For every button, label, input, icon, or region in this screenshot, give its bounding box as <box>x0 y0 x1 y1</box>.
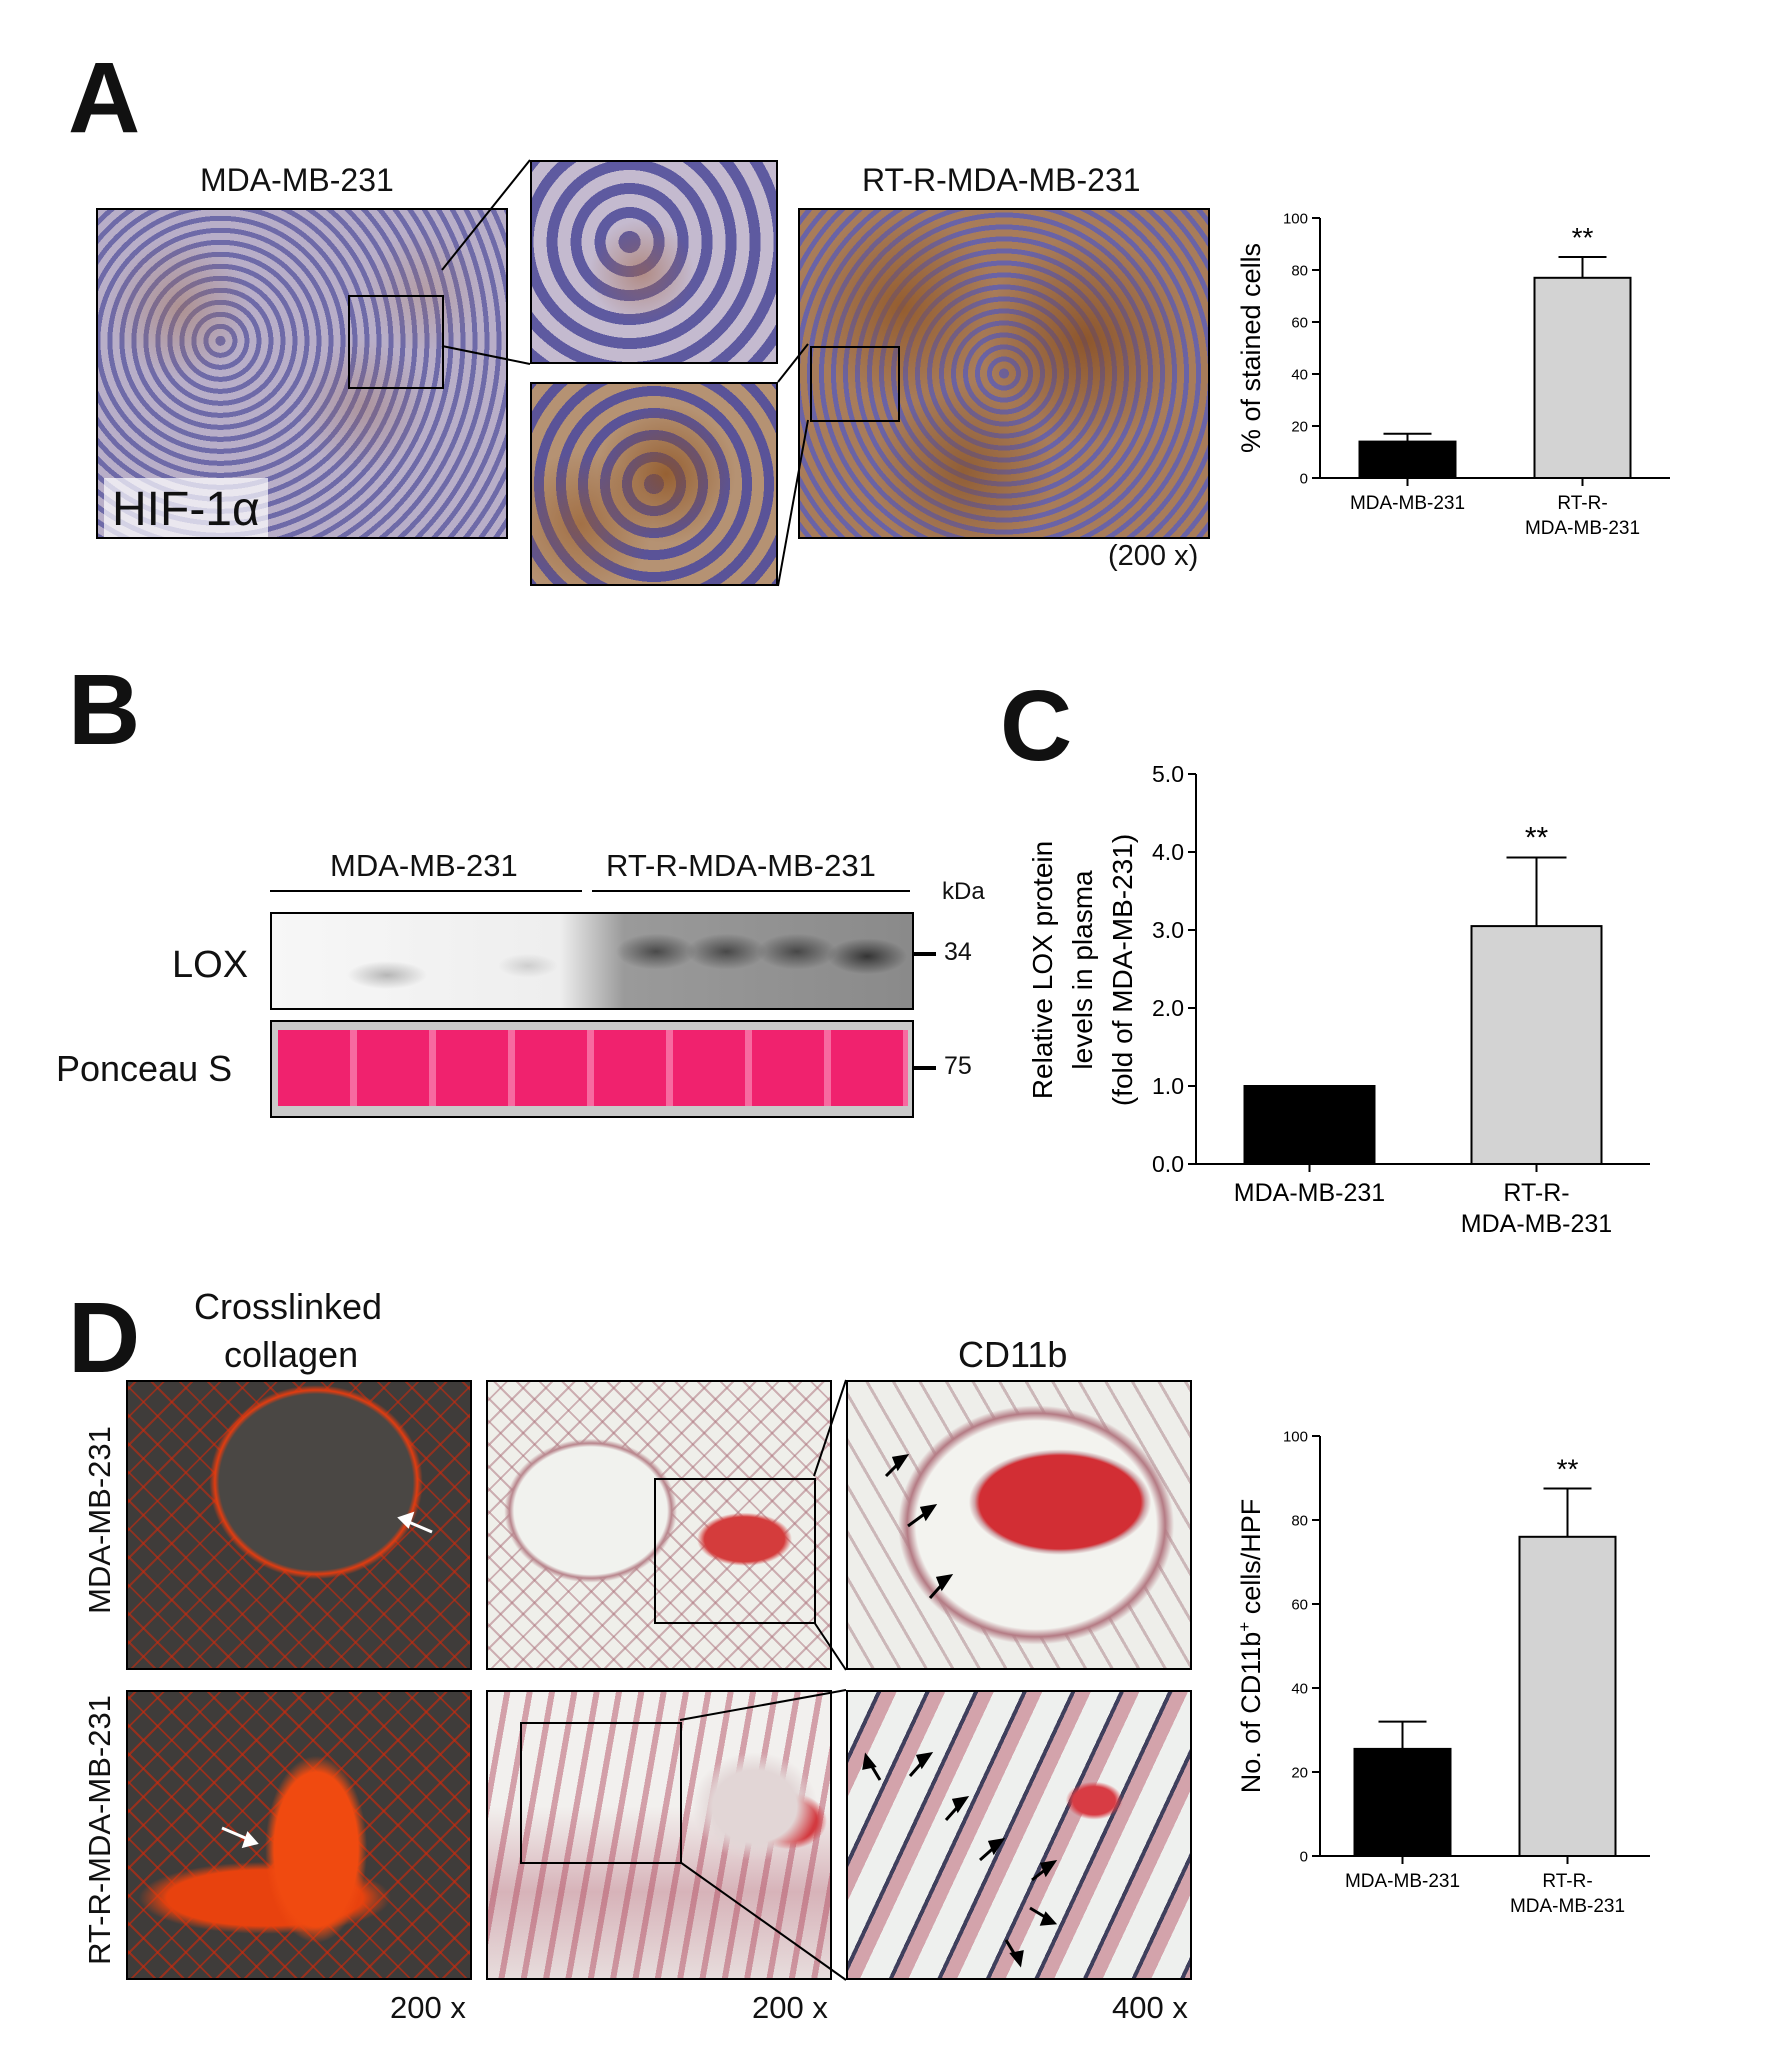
cd11b-image-mda-400x <box>846 1380 1192 1670</box>
bar <box>1353 1747 1452 1857</box>
panel-a-right-title: RT-R-MDA-MB-231 <box>862 162 1141 198</box>
y-tick-label: 1.0 <box>1152 1073 1184 1099</box>
y-axis-label: (fold of MDA-MB-231) <box>1107 834 1138 1106</box>
hif1a-micrograph-mda: HIF-1α <box>96 208 508 539</box>
bar <box>1243 1085 1376 1165</box>
collagen-image-rtr <box>126 1690 472 1980</box>
x-category-label: MDA-MB-231 <box>1525 518 1640 539</box>
zoom-box <box>520 1722 682 1864</box>
panel-d-connector-lines <box>221 1379 1058 1981</box>
panel-b-group2: RT-R-MDA-MB-231 <box>606 848 876 883</box>
panel-letter-d: D <box>68 1282 141 1394</box>
hif1a-micrograph-rtr <box>798 208 1210 539</box>
y-tick-label: 60 <box>1291 314 1308 331</box>
x-category-label: MDA-MB-231 <box>1345 1871 1460 1892</box>
panel-letter-c: C <box>1000 670 1073 782</box>
y-axis-label: levels in plasma <box>1067 870 1098 1070</box>
mag-col3: 400 x <box>1112 1990 1188 2025</box>
group2-underline <box>592 890 910 892</box>
ponceau-blot <box>270 1020 914 1118</box>
ponceau-row-label: Ponceau S <box>56 1048 233 1089</box>
zoom-box <box>654 1478 816 1624</box>
y-tick-label: 2.0 <box>1152 995 1184 1021</box>
y-tick-label: 0 <box>1300 1848 1308 1865</box>
panel-a-magnification: (200 x) <box>1108 540 1199 572</box>
hif1a-inset-rtr <box>530 382 778 586</box>
panel-b-group1: MDA-MB-231 <box>330 848 518 883</box>
col1-title-line2: collagen <box>224 1334 359 1375</box>
white-arrow-icons <box>221 1511 433 1849</box>
bar <box>1518 1535 1617 1858</box>
marker-34-label: 34 <box>944 938 972 966</box>
group1-underline <box>270 890 582 892</box>
y-tick-label: 3.0 <box>1152 917 1184 943</box>
panel-letter-a: A <box>68 42 141 154</box>
y-tick-label: 40 <box>1291 366 1308 383</box>
y-tick-label: 5.0 <box>1152 761 1184 787</box>
y-axis-label: Relative LOX protein <box>1027 841 1058 1099</box>
y-tick-label: 60 <box>1291 1596 1308 1613</box>
y-tick-label: 20 <box>1291 418 1308 435</box>
significance-label: ** <box>1557 1454 1579 1485</box>
y-tick-label: 100 <box>1283 210 1308 227</box>
y-tick-label: 100 <box>1283 1428 1308 1445</box>
x-category-label: RT-R- <box>1542 1871 1592 1892</box>
chart-d: 0 20 40 60 80 100 MDA-MB-231 ** RT-R- MDA-MB-231 N… <box>1235 1428 1650 1917</box>
col1-title-line1: Crosslinked <box>194 1286 383 1327</box>
stain-label: HIF-1α <box>104 478 268 537</box>
panel-letter-b: B <box>68 654 141 766</box>
bar <box>1470 925 1603 1165</box>
zoom-box <box>348 295 444 389</box>
y-axis-label: No. of CD11b+ cells/HPF <box>1235 1499 1266 1794</box>
zoom-box <box>810 346 900 422</box>
y-tick-label: 4.0 <box>1152 839 1184 865</box>
marker-75-tick <box>914 1066 936 1070</box>
marker-34-tick <box>914 952 936 956</box>
black-arrow-icons <box>862 1453 1058 1968</box>
bar <box>1358 440 1457 480</box>
lox-western-blot <box>270 912 914 1010</box>
significance-label: ** <box>1572 222 1594 253</box>
x-category-label: MDA-MB-231 <box>1461 1210 1612 1238</box>
x-category-label: RT-R- <box>1503 1179 1569 1207</box>
panel-a-connector-lines <box>441 159 809 587</box>
mag-col1: 200 x <box>390 1990 466 2025</box>
y-tick-label: 0 <box>1300 470 1308 487</box>
y-tick-label: 80 <box>1291 262 1308 279</box>
y-tick-label: 0.0 <box>1152 1151 1184 1177</box>
significance-label: ** <box>1525 821 1549 854</box>
y-tick-label: 40 <box>1291 1680 1308 1697</box>
y-tick-label: 80 <box>1291 1512 1308 1529</box>
x-category-label: MDA-MB-231 <box>1234 1179 1385 1207</box>
y-axis-label: % of stained cells <box>1236 243 1266 453</box>
bar <box>1533 276 1632 479</box>
cd11b-image-mda-200x <box>486 1380 832 1670</box>
col3-title: CD11b <box>958 1334 1068 1375</box>
ponceau-lanes <box>278 1030 908 1106</box>
x-category-label: MDA-MB-231 <box>1510 1896 1625 1917</box>
x-category-label: RT-R- <box>1557 493 1607 514</box>
hif1a-inset-mda <box>530 160 778 364</box>
marker-75-label: 75 <box>944 1052 972 1080</box>
chart-a: 0 20 40 60 80 100 MDA-MB-231 ** RT-R- MDA-MB-231%… <box>1236 210 1670 539</box>
y-tick-label: 20 <box>1291 1764 1308 1781</box>
mag-col2: 200 x <box>752 1990 828 2025</box>
cd11b-image-rtr-200x <box>486 1690 832 1980</box>
lox-row-label: LOX <box>172 944 249 986</box>
cd11b-image-rtr-400x <box>846 1690 1192 1980</box>
chart-c: 0.0 1.0 2.0 3.0 4.0 5.0 MDA-MB-231 ** RT-R- MDA-M… <box>1027 761 1650 1238</box>
x-category-label: MDA-MB-231 <box>1350 493 1465 514</box>
panel-a-left-title: MDA-MB-231 <box>200 162 394 198</box>
kda-label: kDa <box>942 878 985 905</box>
